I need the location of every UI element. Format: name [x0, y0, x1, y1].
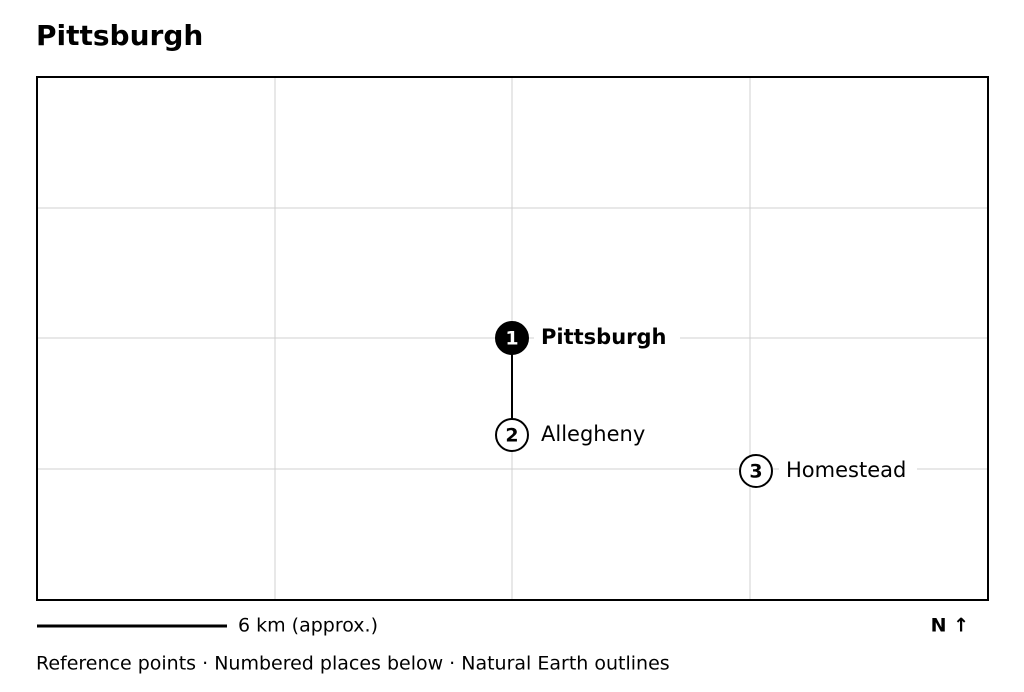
- place-label: Homestead: [786, 458, 906, 482]
- place-label: Allegheny: [541, 422, 645, 446]
- map-title: Pittsburgh: [36, 19, 203, 52]
- place-number: 3: [749, 461, 762, 483]
- north-arrow: N ↑: [931, 615, 969, 637]
- map-border: [36, 76, 989, 601]
- label-background: [779, 457, 917, 485]
- place-number: 1: [505, 328, 518, 350]
- place-number: 2: [505, 425, 518, 447]
- footer-note: Reference points · Numbered places below…: [36, 653, 670, 675]
- map-frame: 1 Pittsburgh 2 Allegheny 3 Homestead: [36, 76, 989, 601]
- scale-label: 6 km (approx.): [238, 615, 378, 637]
- place-label: Pittsburgh: [541, 325, 667, 349]
- label-background: [534, 324, 680, 352]
- place-marker: [495, 418, 529, 452]
- place-marker: [495, 321, 529, 355]
- place-marker: [739, 454, 773, 488]
